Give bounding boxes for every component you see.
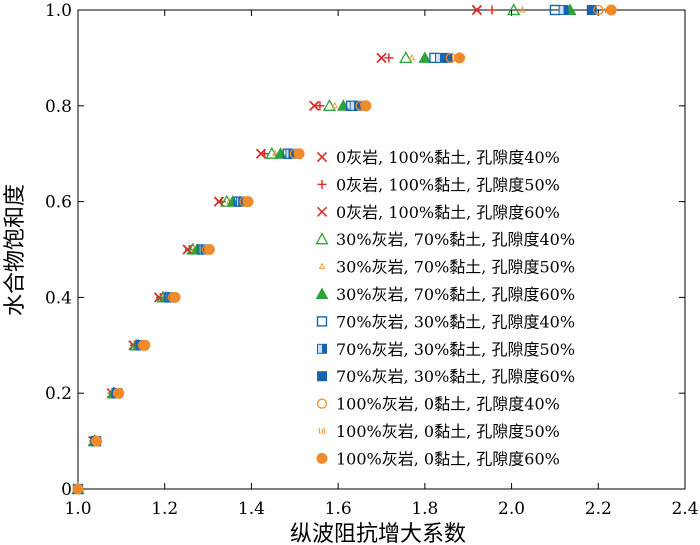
legend-marker	[316, 151, 328, 163]
data-point	[315, 101, 325, 111]
legend-label: 100%灰岩, 0黏土, 孔隙度60%	[336, 449, 560, 468]
data-point	[169, 291, 181, 303]
data-point	[558, 5, 569, 15]
series-8	[73, 5, 569, 494]
legend-label: 70%灰岩, 30%黏土, 孔隙度40%	[336, 312, 575, 331]
data-point	[471, 4, 482, 16]
legend-item: 100%灰岩, 0黏土, 孔隙度40%	[316, 395, 560, 414]
data-point	[507, 3, 521, 16]
data-point	[454, 52, 466, 64]
data-point	[242, 196, 254, 208]
legend-label: 30%灰岩, 70%黏土, 孔隙度60%	[336, 285, 575, 304]
y-tick-label: 0.6	[45, 193, 72, 213]
data-point	[309, 100, 320, 111]
x-tick-label: 1.2	[151, 499, 178, 519]
legend-label: 0灰岩, 100%黏土, 孔隙度50%	[336, 175, 560, 194]
data-point	[605, 4, 617, 16]
series-11	[74, 6, 609, 493]
x-tick-label: 2.4	[671, 499, 698, 519]
y-tick-label: 0.4	[45, 288, 72, 308]
data-point	[322, 98, 337, 111]
y-tick-label: 0.2	[45, 384, 72, 404]
legend-marker	[316, 316, 328, 327]
data-point	[487, 5, 497, 15]
legend-marker	[318, 427, 326, 435]
y-tick-label: 0.8	[45, 97, 72, 117]
legend-marker	[316, 206, 328, 217]
data-point	[113, 387, 125, 399]
series-10	[72, 4, 604, 495]
legend-label: 30%灰岩, 70%黏土, 孔隙度50%	[336, 258, 575, 277]
data-point	[255, 148, 267, 159]
x-tick-label: 2.0	[498, 499, 525, 519]
data-point	[226, 195, 240, 207]
y-tick-label: 1.0	[45, 1, 72, 21]
legend-item: 0灰岩, 100%黏土, 孔隙度60%	[316, 203, 560, 222]
legend-label: 70%灰岩, 30%黏土, 孔隙度50%	[336, 340, 575, 359]
data-point	[408, 53, 416, 61]
data-point	[139, 339, 151, 351]
legend-item: 30%灰岩, 70%黏土, 孔隙度60%	[315, 285, 575, 304]
data-point	[418, 51, 432, 63]
legend-marker	[315, 287, 329, 299]
legend: 0灰岩, 100%黏土, 孔隙度40% 0灰岩, 100%黏土, 孔隙度50% 0灰…	[315, 148, 575, 468]
legend-item: 0灰岩, 100%黏土, 孔隙度50%	[317, 175, 560, 194]
data-point	[293, 148, 305, 160]
data-point	[519, 5, 526, 13]
data-point	[203, 244, 215, 255]
legend-marker	[317, 179, 327, 189]
data-point	[586, 5, 597, 15]
data-point	[360, 100, 372, 112]
series-3	[72, 4, 482, 495]
legend-item: 70%灰岩, 30%黏土, 孔隙度60%	[317, 367, 575, 386]
data-point	[91, 435, 103, 447]
legend-label: 70%灰岩, 30%黏土, 孔隙度60%	[336, 367, 575, 386]
series-9	[73, 5, 597, 494]
legend-label: 0灰岩, 100%黏土, 孔隙度60%	[336, 203, 560, 222]
series-1	[72, 4, 482, 495]
data-points	[71, 3, 617, 495]
x-tick-label: 1.8	[411, 499, 438, 519]
legend-item: 30%灰岩, 70%黏土, 孔隙度40%	[315, 230, 575, 249]
data-point	[331, 101, 338, 109]
legend-marker	[317, 371, 327, 382]
data-point	[376, 52, 387, 63]
data-point	[271, 149, 279, 157]
x-tick-label: 1.4	[238, 499, 265, 519]
x-tick-label: 2.2	[585, 499, 612, 519]
plot-frame	[77, 9, 686, 490]
series-2	[73, 5, 497, 494]
series-7	[72, 4, 561, 495]
legend-label: 30%灰岩, 70%黏土, 孔隙度40%	[336, 230, 575, 249]
legend-item: 70%灰岩, 30%黏土, 孔隙度50%	[317, 340, 575, 359]
data-point	[399, 51, 413, 64]
legend-marker	[316, 452, 328, 464]
data-point	[442, 52, 453, 63]
legend-marker	[317, 343, 327, 354]
legend-item: 0灰岩, 100%黏土, 孔隙度40%	[316, 148, 560, 167]
data-point	[72, 483, 84, 495]
legend-item: 30%灰岩, 70%黏土, 孔隙度50%	[318, 258, 575, 277]
legend-marker	[318, 262, 326, 270]
legend-label: 100%灰岩, 0黏土, 孔隙度40%	[336, 395, 560, 414]
x-axis-title: 纵波阻抗增大系数	[290, 522, 466, 545]
series-12	[72, 4, 617, 495]
y-tick-label: 0	[61, 480, 72, 500]
data-point	[384, 53, 394, 63]
legend-label: 100%灰岩, 0黏土, 孔隙度50%	[336, 422, 560, 441]
legend-item: 70%灰岩, 30%黏土, 孔隙度40%	[316, 312, 575, 331]
axes: 1.0 1.2 1.4 1.6 1.8 2.0 2.2 2.4 0 0.2 0.4 0.6 0.8 1.0	[45, 1, 699, 519]
legend-marker	[315, 232, 329, 245]
legend-label: 0灰岩, 100%黏土, 孔隙度40%	[336, 148, 560, 167]
legend-marker	[316, 398, 328, 409]
x-tick-label: 1.0	[64, 499, 91, 519]
data-point	[182, 244, 193, 255]
x-tick-label: 1.6	[325, 499, 352, 519]
y-axis-title: 水合物饱和度	[3, 184, 28, 316]
legend-item: 100%灰岩, 0黏土, 孔隙度60%	[316, 449, 560, 468]
legend-item: 100%灰岩, 0黏土, 孔隙度50%	[318, 422, 560, 441]
